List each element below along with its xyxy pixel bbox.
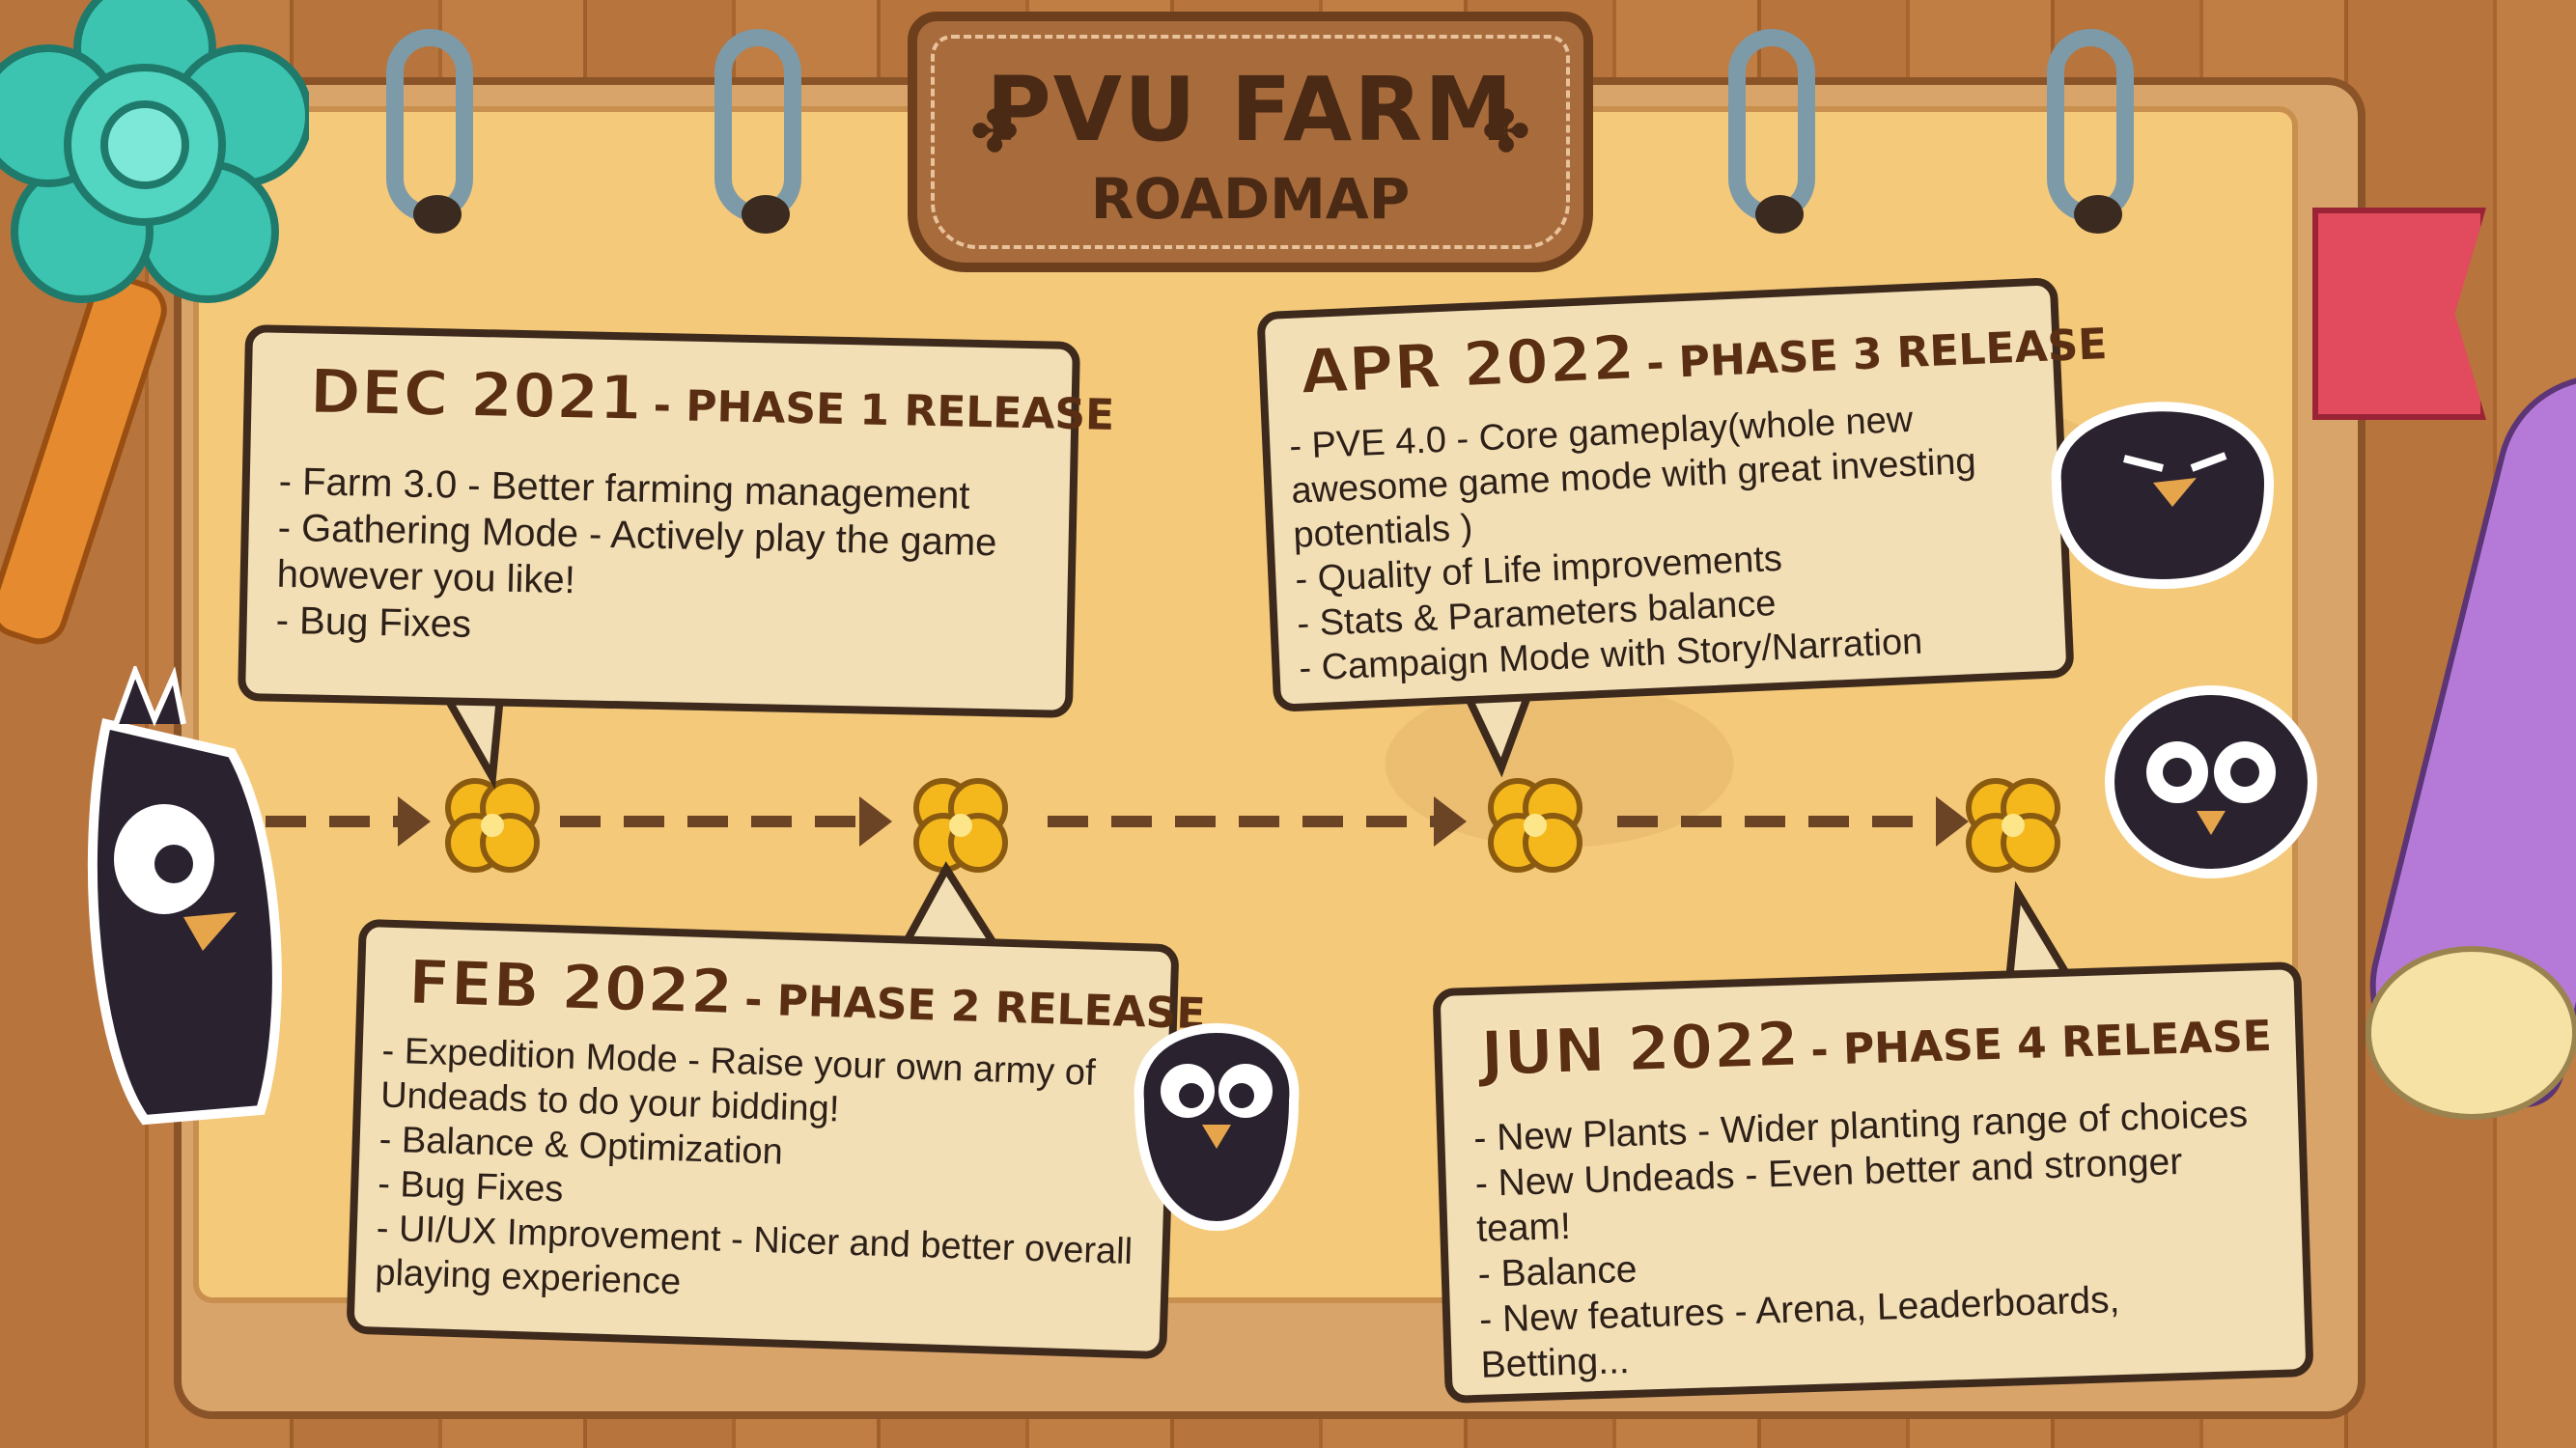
timeline-dash [1617,816,1946,827]
clover-icon [1966,778,2060,873]
feather-puff-icon [2366,946,2576,1120]
milestone-date: DEC 2021 [308,355,644,435]
title-plaque: ✤ ✤ PVU FARM ROADMAP [908,12,1593,272]
milestone-items: - Expedition Mode - Raise your own army … [375,1029,1139,1319]
milestone-card-phase-1: DEC 2021- PHASE 1 RELEASE - Farm 3.0 - B… [238,323,1115,719]
milestone-card-phase-3: APR 2022- PHASE 3 RELEASE - PVE 4.0 - Co… [1256,277,2108,712]
clover-icon [913,778,1008,873]
milestone-items: - Farm 3.0 - Better farming management -… [275,459,998,659]
binder-ring [2047,29,2134,234]
clover-icon [1488,778,1582,873]
milestone-heading: APR 2022- PHASE 3 RELEASE [1299,302,2109,409]
binder-ring [714,29,801,234]
milestone-card-phase-4: JUN 2022- PHASE 4 RELEASE - New Plants -… [1432,961,2314,1405]
crow-character-icon [2105,685,2317,878]
arrow-right-icon [1936,796,1969,847]
flower-key-icon [0,0,309,303]
milestone-date: FEB 2022 [406,946,736,1030]
milestone-date: APR 2022 [1299,321,1638,409]
milestone-phase: - PHASE 4 RELEASE [1809,1011,2273,1075]
timeline-dash [560,816,869,827]
clover-icon [445,778,540,873]
arrow-right-icon [398,796,431,847]
arrow-right-icon [859,796,892,847]
milestone-phase: - PHASE 1 RELEASE [653,380,1115,440]
milestone-card-phase-2: FEB 2022- PHASE 2 RELEASE - Expedition M… [346,918,1206,1360]
milestone-date: JUN 2022 [1478,1008,1801,1091]
timeline-dash [266,816,406,827]
arrow-right-icon [1434,796,1467,847]
binder-ring [1728,29,1815,234]
milestone-items: - New Plants - Wider planting range of c… [1473,1092,2256,1388]
milestone-items: - PVE 4.0 - Core gameplay(whole new awes… [1288,395,1984,691]
key-decoration [0,266,175,653]
milestone-heading: DEC 2021- PHASE 1 RELEASE [308,355,1115,444]
milestone-heading: FEB 2022- PHASE 2 RELEASE [406,946,1207,1044]
page-title: PVU FARM [986,58,1515,161]
crow-character-icon [2051,402,2275,589]
ribbon-bookmark-icon [2312,208,2486,420]
clover-icon: ✤ [970,99,1020,164]
binder-ring [386,29,473,234]
page-subtitle: ROADMAP [1090,166,1411,232]
crow-character-icon [1134,1023,1300,1232]
clover-icon: ✤ [1481,99,1530,164]
milestone-heading: JUN 2022- PHASE 4 RELEASE [1478,994,2273,1091]
crow-character-icon [87,666,282,1126]
timeline-dash [1048,816,1443,827]
